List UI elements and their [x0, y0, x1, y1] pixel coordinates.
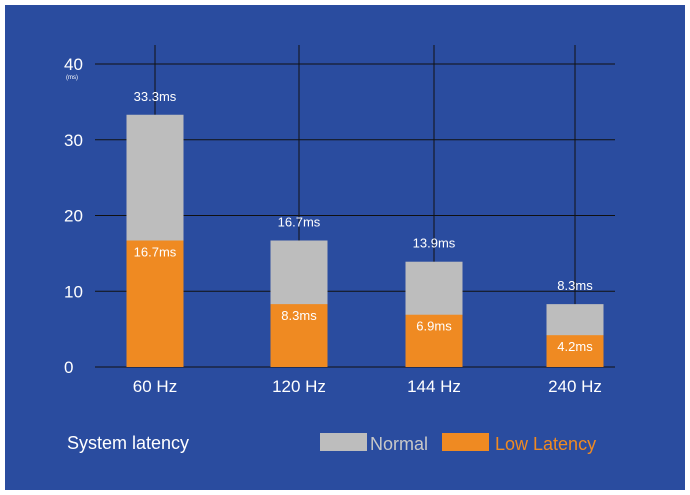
- data-label-low-latency: 4.2ms: [557, 339, 593, 354]
- data-label-low-latency: 16.7ms: [134, 244, 177, 259]
- data-labels: 33.3ms 16.7ms 13.9ms 8.3ms 16.7ms 8.3ms 6.9ms 4…: [134, 89, 594, 354]
- y-tick-label: 40: [64, 55, 83, 74]
- y-tick-label: 20: [64, 207, 83, 226]
- chart-title: System latency: [67, 433, 189, 453]
- x-tick-label: 240 Hz: [548, 377, 602, 396]
- y-axis-unit: (ms): [66, 75, 78, 81]
- data-label-low-latency: 8.3ms: [281, 308, 317, 323]
- data-label-normal: 8.3ms: [557, 278, 593, 293]
- bar-low-latency: [126, 240, 184, 367]
- data-label-normal: 33.3ms: [134, 89, 177, 104]
- bar-low-latency: [546, 335, 604, 367]
- y-tick-label: 0: [64, 358, 73, 377]
- legend-normal-swatch: [320, 433, 367, 451]
- bars: [126, 114, 604, 367]
- legend-low-latency-label: Low Latency: [495, 434, 596, 454]
- bar-low-latency: [405, 314, 463, 367]
- legend-low-latency-swatch: [442, 433, 489, 451]
- data-label-low-latency: 6.9ms: [416, 319, 452, 334]
- data-label-normal: 16.7ms: [278, 214, 321, 229]
- legend-normal-label: Normal: [370, 434, 428, 454]
- data-label-normal: 13.9ms: [413, 236, 456, 251]
- chart-frame: [5, 5, 685, 490]
- bar-low-latency: [270, 304, 328, 367]
- x-tick-label: 144 Hz: [407, 377, 461, 396]
- y-axis: (ms) 0 10 20 30 40: [64, 55, 83, 377]
- legend: Normal Low Latency: [320, 433, 596, 454]
- y-tick-label: 10: [64, 282, 83, 301]
- x-tick-label: 60 Hz: [133, 377, 177, 396]
- x-tick-label: 120 Hz: [272, 377, 326, 396]
- x-axis: 60 Hz 120 Hz 144 Hz 240 Hz: [133, 377, 602, 396]
- y-tick-label: 30: [64, 131, 83, 150]
